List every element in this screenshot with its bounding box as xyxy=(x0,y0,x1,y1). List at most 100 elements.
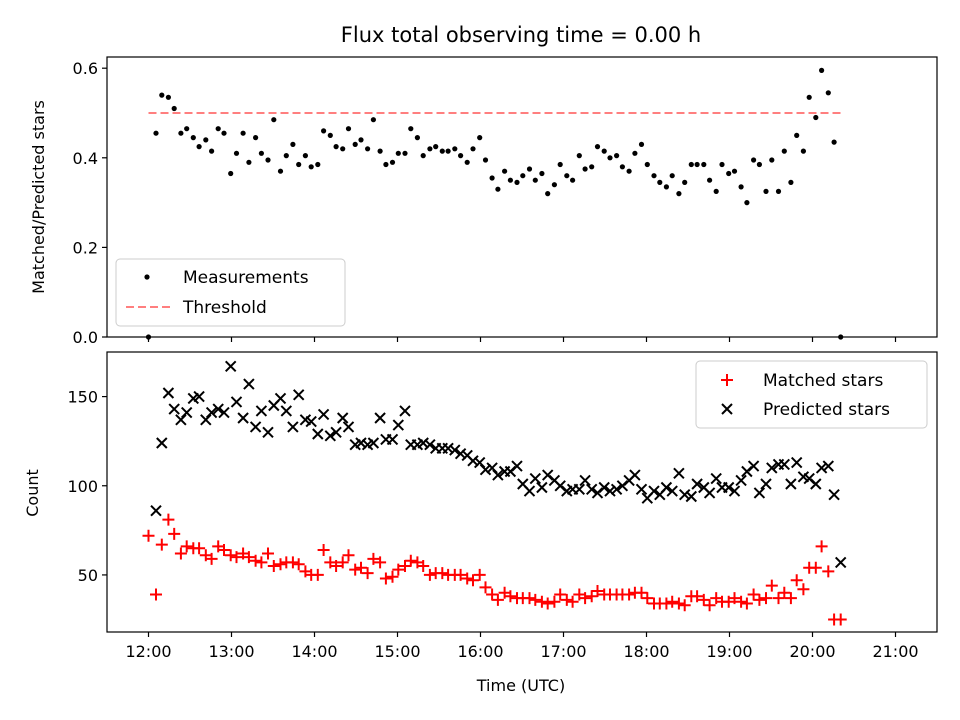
predicted-star-point xyxy=(193,390,205,403)
measurement-point xyxy=(402,150,408,156)
measurement-point xyxy=(663,184,670,190)
measurement-point xyxy=(209,148,215,154)
predicted-star-point xyxy=(162,387,175,399)
matched-star-point xyxy=(523,592,536,605)
measurement-point xyxy=(682,179,688,185)
matched-star-point xyxy=(342,549,355,562)
matched-star-point xyxy=(784,592,797,605)
measurement-point xyxy=(788,179,794,185)
matched-star-point xyxy=(641,592,654,605)
predicted-star-point xyxy=(648,485,660,497)
measurement-point xyxy=(221,130,227,136)
predicted-star-point xyxy=(810,478,822,490)
measurement-point xyxy=(395,150,401,156)
predicted-star-point xyxy=(237,412,249,424)
measurement-point xyxy=(545,191,551,197)
matched-star-point xyxy=(267,560,280,572)
predicted-star-point xyxy=(442,442,454,455)
predicted-star-point xyxy=(710,472,722,485)
matched-star-point xyxy=(454,568,467,581)
matched-star-point xyxy=(404,554,417,567)
matched-star-point xyxy=(486,588,499,601)
predicted-star-point xyxy=(305,415,317,428)
predicted-star-point xyxy=(392,419,405,431)
top-y-tick-label: 0.0 xyxy=(73,328,98,347)
measurement-point xyxy=(233,150,240,156)
predicted-star-point xyxy=(330,426,342,439)
matched-star-point xyxy=(330,560,343,572)
measurement-point xyxy=(831,139,837,145)
measurement-point xyxy=(539,170,545,177)
predicted-star-point xyxy=(224,360,237,373)
matched-star-point xyxy=(790,574,803,587)
measurement-point xyxy=(557,161,563,168)
matched-star-point xyxy=(504,590,517,603)
measurement-point xyxy=(813,114,819,121)
bottom-axes-frame xyxy=(106,351,938,633)
matched-star-point xyxy=(740,597,753,610)
predicted-star-point xyxy=(529,472,542,485)
bottom-x-tick-label: 18:00 xyxy=(623,642,669,661)
matched-star-point xyxy=(834,613,847,626)
predicted-star-point xyxy=(678,488,691,501)
predicted-star-point xyxy=(760,478,772,490)
measurement-point xyxy=(240,130,246,136)
measurement-point xyxy=(464,159,470,165)
measurement-point xyxy=(315,161,321,168)
measurement-point xyxy=(644,161,650,168)
top-plot-area xyxy=(145,67,844,340)
measurement-point xyxy=(701,161,707,168)
matched-star-point xyxy=(262,547,274,560)
measurement-point xyxy=(707,177,713,183)
matched-star-point xyxy=(797,583,810,596)
measurement-point xyxy=(228,170,234,177)
matched-star-point xyxy=(367,552,380,565)
matched-star-point xyxy=(560,593,573,606)
matched-star-point xyxy=(230,551,243,564)
matched-star-point xyxy=(735,595,748,608)
measurement-point xyxy=(203,137,209,143)
measurement-point xyxy=(370,117,376,123)
measurement-point xyxy=(520,173,526,179)
measurement-point xyxy=(265,157,271,163)
bottom-y-axis: 50 100 150 xyxy=(67,388,107,585)
measurement-point xyxy=(775,188,782,194)
matched-star-point xyxy=(809,561,822,574)
matched-star-point xyxy=(336,556,349,569)
measurement-point xyxy=(277,168,284,174)
matched-star-point xyxy=(467,574,479,587)
predicted-star-point xyxy=(243,378,255,390)
measurement-point xyxy=(433,144,439,150)
predicted-star-point xyxy=(635,483,648,496)
matched-star-point xyxy=(678,599,691,612)
matched-star-point xyxy=(765,579,778,592)
matched-star-point xyxy=(535,595,548,608)
matched-star-point xyxy=(479,581,492,594)
legend-measurements-marker xyxy=(144,274,150,280)
measurement-point xyxy=(352,141,358,147)
measurement-point xyxy=(445,148,451,154)
top-legend: Measurements Threshold xyxy=(115,258,346,327)
predicted-star-point xyxy=(367,437,380,449)
measurement-point xyxy=(365,146,371,152)
bottom-x-tick-label: 20:00 xyxy=(789,642,835,661)
bottom-x-tick-label: 13:00 xyxy=(208,642,254,661)
measurement-point xyxy=(582,166,588,172)
measurement-point xyxy=(794,132,800,138)
predicted-star-point xyxy=(492,469,504,481)
matched-star-point xyxy=(585,590,598,603)
measurement-point xyxy=(819,67,825,73)
measurement-point xyxy=(153,130,159,136)
bottom-y-tick-label: 150 xyxy=(67,388,98,407)
measurement-point xyxy=(614,153,620,159)
predicted-star-point xyxy=(747,460,760,472)
predicted-star-point xyxy=(579,474,591,487)
predicted-star-point xyxy=(629,469,641,481)
measurement-point xyxy=(570,177,576,183)
legend-predicted-label: Predicted stars xyxy=(763,400,890,420)
predicted-star-point xyxy=(218,406,230,419)
measurement-point xyxy=(184,126,190,132)
matched-star-point xyxy=(224,549,237,562)
